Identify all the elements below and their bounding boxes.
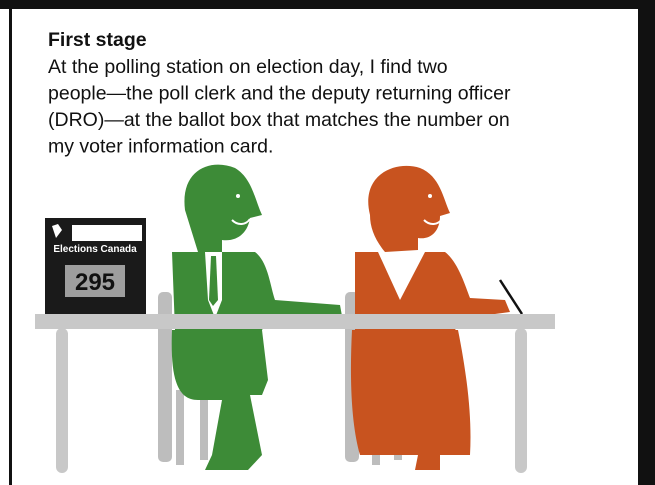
smile: [423, 218, 443, 225]
deputy-returning-officer: [350, 165, 510, 470]
heading: First stage: [48, 29, 147, 51]
table: [35, 314, 555, 473]
frame-top: [0, 0, 655, 9]
ballot-box-number: 295: [75, 269, 115, 296]
collar: [378, 252, 425, 300]
body-text: At the polling station on election day, …: [48, 56, 511, 158]
ballot-box-brand: Elections Canada: [53, 244, 137, 255]
eye: [428, 194, 432, 198]
ballot-box-number-plate: [65, 265, 125, 297]
body-line: my voter information card.: [48, 136, 273, 158]
maple-leaf: [52, 224, 62, 238]
ballot-box-banner: [72, 225, 142, 241]
frame-left: [9, 0, 12, 485]
smile: [231, 218, 251, 225]
eye: [236, 194, 240, 198]
frame-right: [638, 0, 655, 485]
body-line: At the polling station on election day, …: [48, 56, 448, 78]
body-line: (DRO)—at the ballot box that matches the…: [48, 109, 510, 131]
pencil: [498, 279, 524, 315]
body-line: people—the poll clerk and the deputy ret…: [48, 83, 511, 105]
tie: [209, 256, 218, 306]
